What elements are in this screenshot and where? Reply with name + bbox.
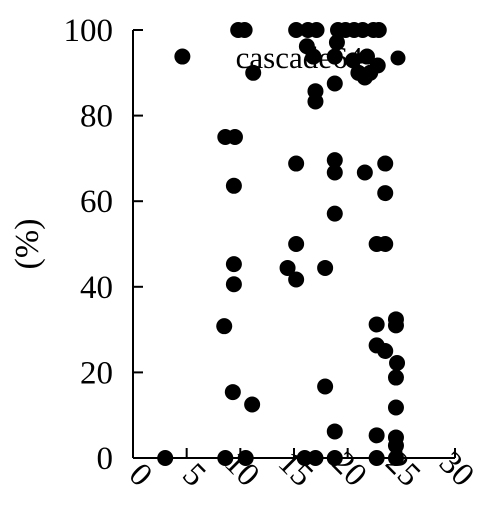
x-tick-label: 5	[175, 457, 212, 494]
data-point	[326, 48, 343, 65]
data-point	[369, 57, 386, 74]
y-tick-label: 100	[64, 13, 114, 49]
data-point	[377, 236, 394, 252]
data-point	[217, 450, 234, 466]
data-point	[356, 164, 373, 181]
x-tick-label: 25	[378, 445, 427, 494]
data-point	[326, 450, 343, 466]
data-point	[237, 450, 254, 466]
data-point	[308, 22, 325, 38]
y-tick-label: 80	[80, 99, 113, 135]
y-tick-label: 20	[80, 355, 113, 391]
data-point	[328, 34, 345, 51]
data-point	[288, 155, 305, 172]
data-point	[288, 236, 305, 252]
y-tick-label: 60	[80, 184, 113, 220]
data-point	[387, 399, 404, 416]
data-point	[305, 48, 322, 65]
data-point	[317, 259, 334, 276]
data-point	[387, 429, 404, 446]
data-point	[387, 450, 404, 466]
data-point	[174, 48, 191, 65]
data-point	[387, 311, 404, 328]
data-point	[224, 384, 241, 401]
data-point	[368, 450, 385, 466]
data-point	[225, 256, 242, 273]
data-points	[157, 22, 406, 466]
data-point	[377, 155, 394, 172]
data-point	[157, 450, 174, 466]
data-point	[326, 75, 343, 92]
data-point	[317, 378, 334, 395]
data-point	[368, 316, 385, 333]
data-point	[226, 129, 243, 145]
data-point	[216, 318, 233, 335]
data-point	[245, 64, 262, 81]
data-point	[368, 427, 385, 444]
data-point	[370, 22, 387, 38]
data-point	[288, 22, 305, 38]
y-tick-label: 0	[97, 441, 114, 477]
data-point	[279, 259, 296, 276]
data-point	[377, 185, 394, 202]
data-point	[377, 343, 394, 359]
data-point	[225, 177, 242, 194]
y-tick-label: 40	[80, 270, 113, 306]
data-point	[389, 354, 406, 371]
legend: cascade64	[236, 40, 406, 75]
data-point	[326, 423, 343, 440]
data-point	[326, 152, 343, 169]
x-tick-label: 0	[122, 457, 159, 494]
data-point	[345, 52, 362, 69]
data-point	[307, 450, 324, 466]
data-point	[358, 48, 375, 65]
data-point	[326, 164, 343, 181]
data-point	[236, 22, 253, 38]
legend-marker	[390, 50, 406, 66]
x-tick-label: 30	[432, 445, 481, 494]
y-axis-label: (%)	[9, 219, 46, 270]
data-point	[326, 205, 343, 222]
data-point	[225, 276, 242, 293]
legend-label-cascade64: cascade64	[236, 40, 364, 75]
data-point	[387, 369, 404, 386]
data-point	[244, 396, 261, 413]
y-tick-labels: 0 20 40 60 80 100	[64, 13, 114, 477]
data-point	[288, 271, 305, 288]
data-point	[307, 83, 324, 100]
